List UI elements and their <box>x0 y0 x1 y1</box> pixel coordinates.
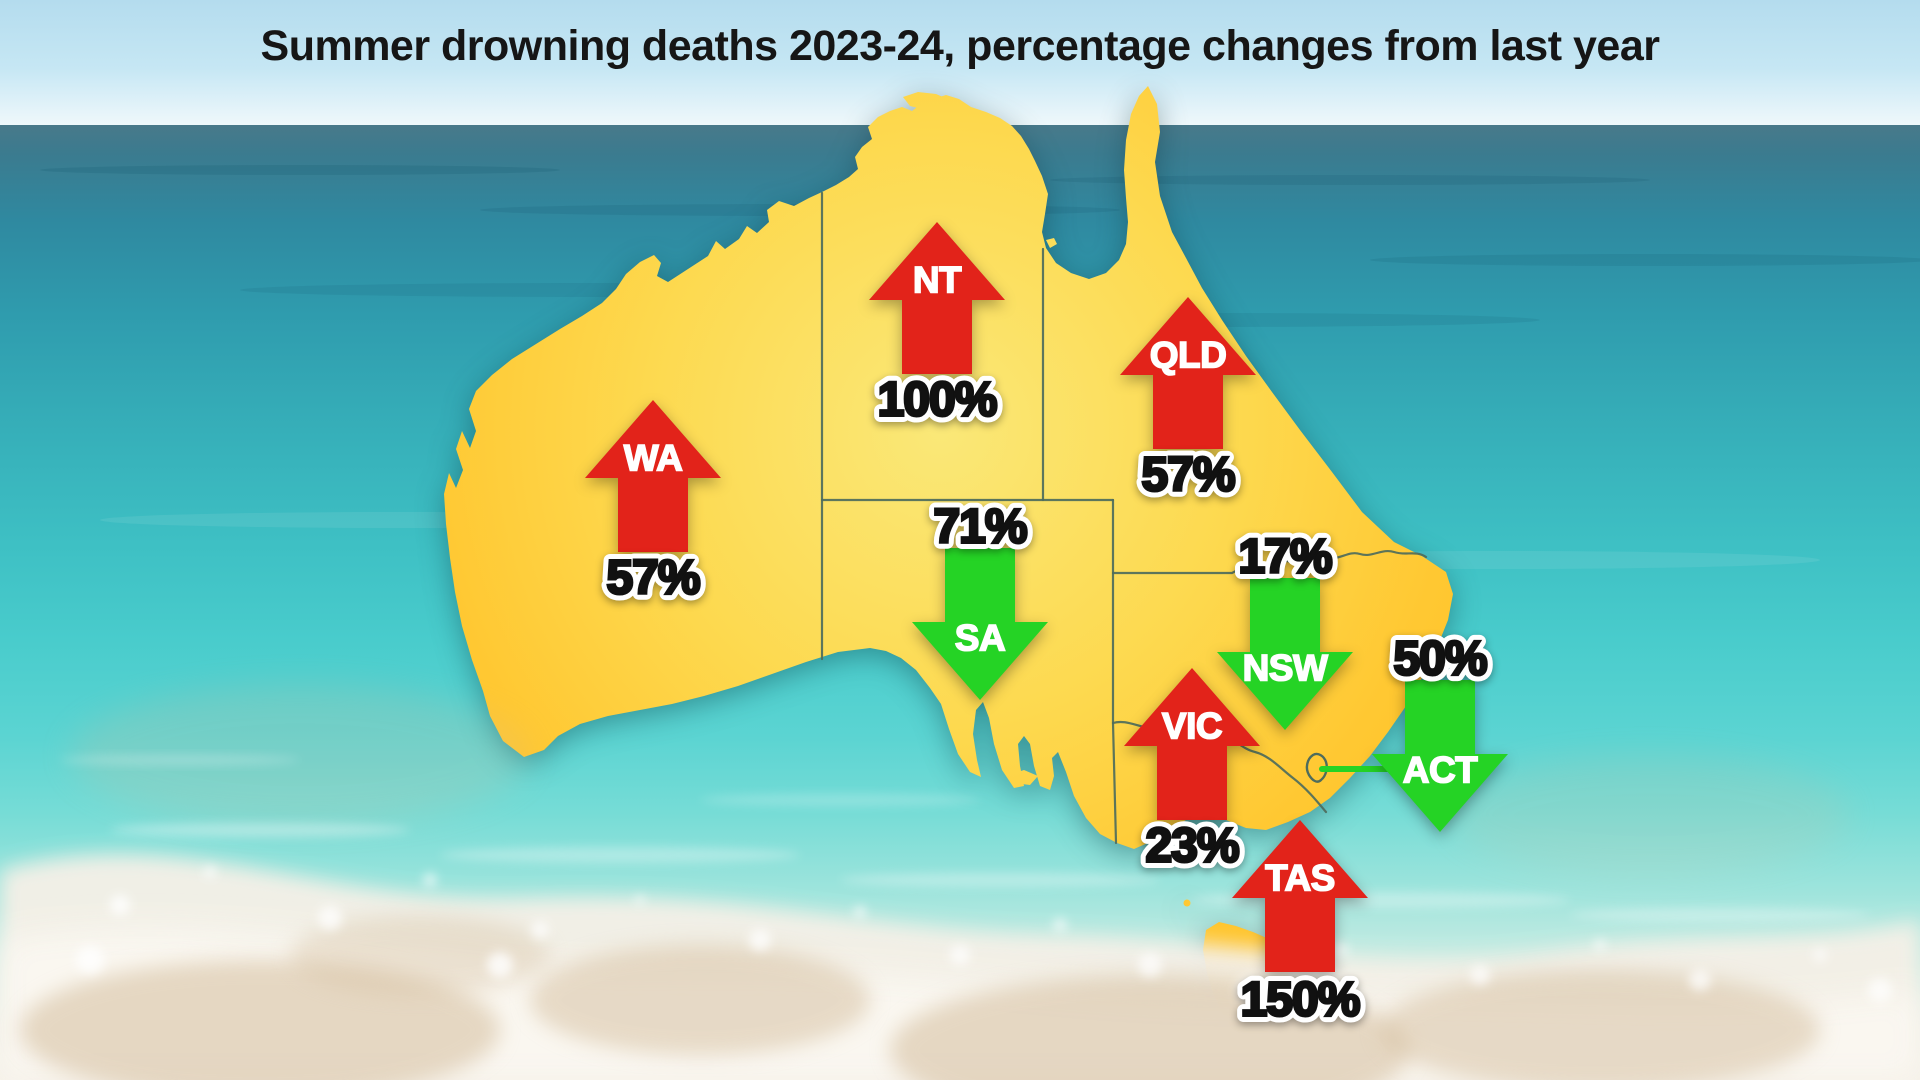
state-label: NSW <box>1243 648 1328 689</box>
kangaroo-island <box>1008 770 1038 785</box>
region-act: ACT 50% 50% <box>1372 626 1508 832</box>
region-wa: WA 57% 57% <box>585 400 721 611</box>
melville-island <box>903 92 950 110</box>
up-arrow-icon <box>869 222 1005 374</box>
state-label: NT <box>913 260 962 301</box>
change-value: 57% <box>1141 449 1234 502</box>
up-arrow-icon <box>1232 820 1368 972</box>
region-tas: TAS 150% 150% <box>1232 820 1368 1033</box>
region-qld: QLD 57% 57% <box>1120 297 1256 508</box>
state-label: TAS <box>1265 858 1335 899</box>
act-boundary-outline <box>1305 752 1328 783</box>
state-label: VIC <box>1162 706 1222 747</box>
chart-title: Summer drowning deaths 2023-24, percenta… <box>260 22 1660 70</box>
change-value: 17% <box>1238 531 1331 584</box>
down-arrow-icon <box>912 548 1048 700</box>
qld-nsw-border <box>1111 550 1428 575</box>
mainland-outline <box>444 86 1453 849</box>
change-value: 50% <box>1393 633 1486 686</box>
change-value: 150% <box>1241 974 1360 1027</box>
state-label: QLD <box>1150 335 1227 376</box>
change-value: 57% <box>1141 449 1234 502</box>
region-sa: SA 71% 71% <box>912 494 1048 700</box>
change-value: 100% <box>878 374 997 427</box>
region-vic: VIC 23% 23% <box>1124 668 1260 879</box>
up-arrow-icon <box>1120 297 1256 449</box>
change-value: 57% <box>606 552 699 605</box>
king-island <box>1183 899 1191 907</box>
sea-foam <box>0 685 1920 1080</box>
change-value: 57% <box>606 552 699 605</box>
up-arrow-icon <box>585 400 721 552</box>
up-arrow-icon <box>1124 668 1260 820</box>
groote-island <box>1010 154 1038 190</box>
down-arrow-icon <box>1217 578 1353 730</box>
state-label: SA <box>955 618 1005 659</box>
change-value: 23% <box>1145 820 1238 873</box>
region-nsw: NSW 17% 17% <box>1217 524 1353 730</box>
state-label: ACT <box>1403 750 1478 791</box>
region-nt: NT 100% 100% <box>869 222 1005 433</box>
change-value: 100% <box>878 374 997 427</box>
down-arrow-icon <box>1372 680 1508 832</box>
change-value: 71% <box>933 501 1026 554</box>
change-value: 71% <box>933 501 1026 554</box>
change-value: 23% <box>1145 820 1238 873</box>
state-label: WA <box>624 438 683 479</box>
change-value: 17% <box>1238 531 1331 584</box>
change-value: 150% <box>1241 974 1360 1027</box>
gulf-island <box>1046 238 1057 248</box>
change-value: 50% <box>1393 633 1486 686</box>
